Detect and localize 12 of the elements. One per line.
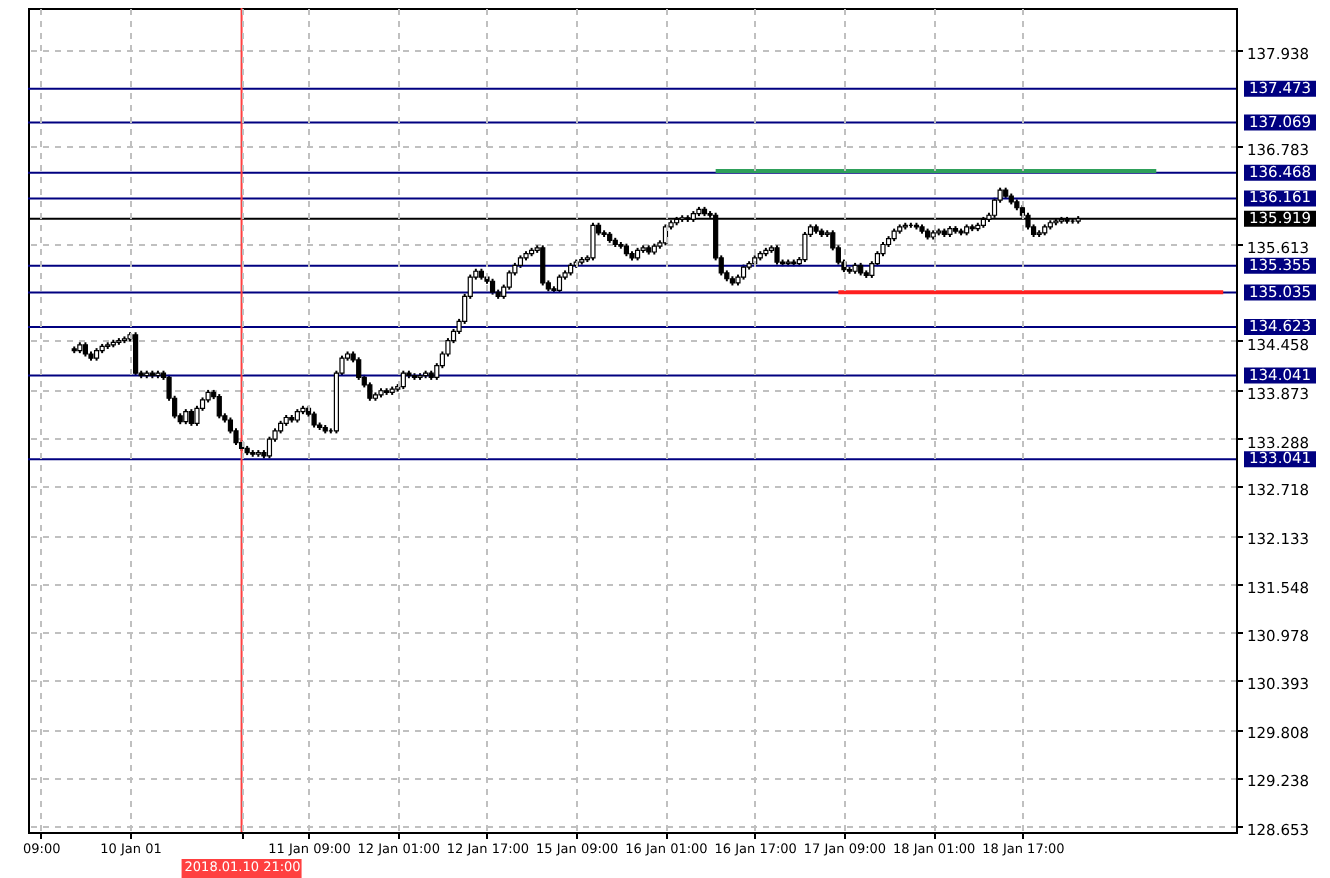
candlestick [194,404,200,427]
candlestick [540,244,546,287]
candlestick [400,369,406,391]
candlestick [266,435,273,460]
candlestick [367,381,373,402]
candlestick [774,244,780,266]
candlestick [506,269,512,291]
candlestick [216,393,222,420]
candlestick [356,356,362,381]
candlestick [802,230,808,264]
candlestick [556,273,563,294]
candlestick [133,331,139,377]
